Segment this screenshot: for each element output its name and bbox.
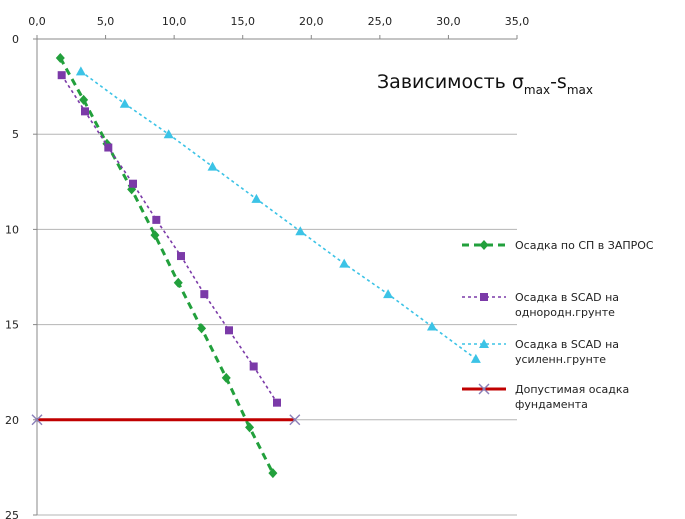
data-point xyxy=(57,71,66,80)
data-point xyxy=(207,161,218,171)
title-sigma: σ xyxy=(512,71,524,93)
series-3 xyxy=(31,414,301,426)
data-point xyxy=(470,353,481,363)
x-marker-stroke xyxy=(31,414,43,426)
data-point xyxy=(289,414,301,426)
data-point xyxy=(31,414,43,426)
data-point xyxy=(152,215,161,224)
x-tick-label: 35,0 xyxy=(505,15,530,28)
x-marker-stroke xyxy=(478,383,490,395)
title-prefix: Зависимость xyxy=(377,71,512,93)
series-2 xyxy=(75,66,481,363)
data-point xyxy=(119,98,130,108)
series-line-2 xyxy=(80,70,477,360)
data-point xyxy=(383,289,394,299)
title-sub1: max xyxy=(524,83,550,97)
y-tick-label: 20 xyxy=(5,414,19,427)
data-point xyxy=(225,326,233,335)
series-0 xyxy=(55,53,278,479)
y-tick-label: 10 xyxy=(5,223,19,236)
data-point xyxy=(273,398,281,407)
legend-swatch-marker xyxy=(479,240,489,250)
data-point xyxy=(221,372,231,383)
chart-title: Зависимость σmax-smax xyxy=(377,71,593,97)
x-tick-label: 25,0 xyxy=(368,15,393,28)
y-tick-label: 15 xyxy=(5,319,19,332)
y-tick-label: 0 xyxy=(12,33,19,46)
data-point xyxy=(268,468,278,479)
legend-item-2: Осадка в SCAD на усиленн.грунте xyxy=(462,338,619,366)
series-1 xyxy=(57,71,281,407)
axes xyxy=(33,35,518,516)
x-tick-label: 15,0 xyxy=(230,15,255,28)
y-tick-label: 25 xyxy=(5,509,19,519)
data-point xyxy=(177,252,185,261)
data-point xyxy=(150,230,160,241)
legend-label: Осадка в SCAD на усиленн.грунте xyxy=(515,338,619,366)
title-dash: -s xyxy=(550,71,567,93)
data-point xyxy=(55,53,65,64)
data-point xyxy=(197,323,207,334)
gridlines xyxy=(37,133,517,516)
data-point xyxy=(79,94,89,105)
legend-swatch-marker xyxy=(479,339,489,348)
legend-item-3: Допустимая осадка фундамента xyxy=(462,383,629,411)
data-point xyxy=(81,107,89,116)
x-tick-labels: 0,0 5,0 10,0 15,0 20,0 25,0 30,0 35,0 xyxy=(28,15,529,28)
x-tick-label: 5,0 xyxy=(97,15,115,28)
data-point xyxy=(295,226,306,236)
data-point xyxy=(163,129,174,139)
data-point xyxy=(104,143,113,152)
data-point xyxy=(245,422,255,433)
data-point xyxy=(75,66,86,76)
data-point xyxy=(251,193,262,203)
legend-item-0: Осадка по СП в ЗАПРОС xyxy=(462,239,654,252)
data-point xyxy=(249,362,258,371)
legend-label: Осадка в SCAD на однородн.грунте xyxy=(515,291,619,319)
series-line-1 xyxy=(61,74,278,404)
title-sub2: max xyxy=(567,83,593,97)
x-tick-label: 30,0 xyxy=(436,15,461,28)
data-point xyxy=(426,321,437,331)
x-tick-label: 10,0 xyxy=(162,15,187,28)
y-tick-labels: 0 5 10 15 20 25 xyxy=(5,33,19,519)
data-point xyxy=(200,290,209,299)
x-tick-label: 20,0 xyxy=(299,15,324,28)
legend-label: Допустимая осадка фундамента xyxy=(515,383,629,411)
data-point xyxy=(339,258,350,268)
legend-swatch-marker xyxy=(478,383,490,395)
x-tick-label: 0,0 xyxy=(28,15,46,28)
series-group xyxy=(31,53,481,479)
data-point xyxy=(129,179,137,188)
legend-swatch-marker xyxy=(480,293,488,301)
data-point xyxy=(173,277,183,288)
x-marker-stroke xyxy=(289,414,301,426)
legend: Осадка по СП в ЗАПРОС Осадка в SCAD на одн… xyxy=(462,239,654,411)
series-line-0 xyxy=(59,57,275,474)
y-tick-label: 5 xyxy=(12,128,19,141)
legend-item-1: Осадка в SCAD на однородн.грунте xyxy=(462,291,619,319)
legend-label: Осадка по СП в ЗАПРОС xyxy=(515,239,654,252)
